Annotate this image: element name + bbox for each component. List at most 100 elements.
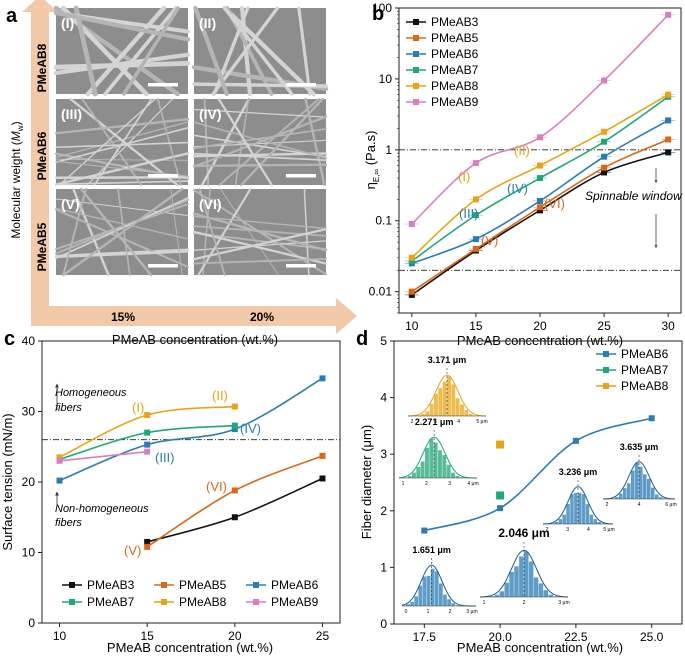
histogram-bar (438, 388, 443, 416)
histogram-bar (566, 504, 570, 524)
fiber-strand (73, 5, 98, 97)
histogram-mean-label: 1.651 μm (412, 545, 451, 555)
histogram-bar (451, 384, 456, 416)
data-point-pmeab9 (408, 220, 415, 227)
series-line-c-pmeab5 (146, 455, 323, 548)
histogram-bar (447, 599, 451, 606)
data-point-pmeab8 (601, 128, 608, 135)
panel-letter-d: d (356, 328, 368, 350)
fiber-strand (156, 98, 182, 186)
histogram-bar (455, 475, 460, 478)
histogram-fit-curve (407, 374, 487, 417)
histogram-tick-label: 2 (411, 419, 414, 425)
fiber-strand (93, 98, 153, 186)
region-label-c-ii: (II) (212, 388, 228, 403)
y-tick-label-c: 40 (22, 334, 36, 348)
data-point-pmeab3 (665, 149, 672, 156)
histogram-bar (412, 472, 416, 478)
fiber-strand (55, 160, 189, 177)
data-point-c-pmeab5 (319, 452, 326, 459)
series-line-c-pmeab9 (59, 450, 148, 462)
histogram-bar (570, 494, 574, 524)
fiber-strand (193, 258, 327, 265)
histogram-bar (574, 492, 578, 524)
fiber-strand (53, 10, 191, 42)
histogram-bar (434, 393, 438, 416)
histogram-fit-curve (398, 436, 478, 479)
y-tick-label-d: 2 (380, 504, 387, 518)
histogram-mean-label: 3.635 μm (620, 442, 659, 452)
fiber-strand (58, 98, 156, 186)
panel-a: a (I) (II)(III) (IV)(V) (VI) PMeAB8 PMeAB6 … (6, 0, 357, 347)
data-point-c-pmeab3 (319, 475, 326, 482)
x-tick-label-c: 20 (228, 629, 242, 643)
fiber-strand (217, 97, 273, 187)
histogram-bar (416, 467, 421, 478)
histogram-bar (597, 521, 601, 524)
panel-c-xlabel: PMeAB concentration (wt.%) (107, 640, 273, 655)
data-point-pmeab3 (601, 169, 608, 176)
region-label-b-iv: (IV) (507, 181, 528, 196)
legend-label-c-pmeab3: PMeAB3 (87, 578, 135, 592)
legend-label-c-pmeab7: PMeAB7 (87, 595, 135, 609)
scale-bar (148, 174, 178, 178)
histogram-tick-label: 2 (425, 481, 428, 487)
region-label-c-iii: (III) (155, 450, 175, 465)
histogram-tick-label: 3 μm (466, 609, 477, 615)
data-point-pmeab5 (665, 136, 672, 143)
data-point-c-pmeab6 (144, 441, 151, 448)
fiber-strand (192, 228, 328, 261)
data-point-pmeab8 (408, 254, 415, 261)
histogram-bar (581, 494, 586, 524)
fiber-strand (297, 6, 312, 96)
histogram-bar (659, 497, 663, 499)
fiber-strand (170, 188, 183, 276)
legend-marker-b (413, 67, 419, 73)
histogram-bar (554, 521, 559, 524)
fiber-strand (55, 180, 189, 186)
sem-label-iii: (III) (61, 106, 82, 122)
histogram-bar (446, 464, 451, 478)
histogram-bar (639, 466, 643, 499)
row-label-pmeab6: PMeAB6 (35, 131, 49, 180)
histogram-bar (468, 413, 473, 416)
region-label-b-i: (I) (458, 169, 470, 184)
fiber-strand (62, 188, 87, 276)
sem-label-vi: (VI) (199, 196, 222, 212)
histogram-bar (528, 561, 534, 597)
x-tick-label-c: 25 (316, 629, 330, 643)
y-tick-label-b: 10 (379, 72, 393, 86)
legend-label-c-pmeab6: PMeAB6 (271, 578, 319, 592)
histogram-bar (430, 568, 435, 606)
histogram-bar (499, 591, 505, 597)
fiber-strand (79, 187, 153, 277)
data-point-pmeab3 (408, 291, 415, 298)
histogram-mean-label: 2.271 μm (415, 417, 454, 427)
data-point-pmeab5 (601, 164, 608, 171)
spinnable-window-label: Spinnable window (585, 189, 683, 203)
panel-d-ylabel: Fiber diameter (μm) (359, 425, 374, 539)
scale-bar (286, 83, 316, 87)
fiber-strand (203, 98, 210, 186)
legend-d: PMeAB6 PMeAB7 PMeAB8 (596, 347, 669, 393)
legend-label-b-pmeab6: PMeAB6 (431, 47, 479, 61)
histogram-tick-label: 0 (405, 609, 408, 615)
data-point-pmeab7 (601, 138, 608, 145)
fiber-strand (55, 158, 189, 161)
histogram-bar (447, 376, 451, 416)
data-point-c-pmeab7 (231, 422, 238, 429)
series-line-pmeab3 (411, 151, 669, 296)
homogeneous-label-1: Homogeneous (55, 387, 127, 399)
legend-marker-c (161, 582, 167, 588)
data-point-d-pmeab6 (572, 437, 579, 444)
fiber-strand (192, 152, 328, 158)
histogram-bar (585, 504, 590, 524)
fiber-strand (193, 128, 327, 150)
histogram-bar (459, 477, 464, 478)
scale-bar (286, 264, 316, 268)
histogram-bar (410, 601, 414, 606)
region-label-b-v: (V) (481, 233, 498, 248)
y-tick-label-c: 10 (22, 546, 36, 560)
histogram-bar (558, 519, 563, 524)
histogram-tick-label: 4 (638, 502, 641, 508)
